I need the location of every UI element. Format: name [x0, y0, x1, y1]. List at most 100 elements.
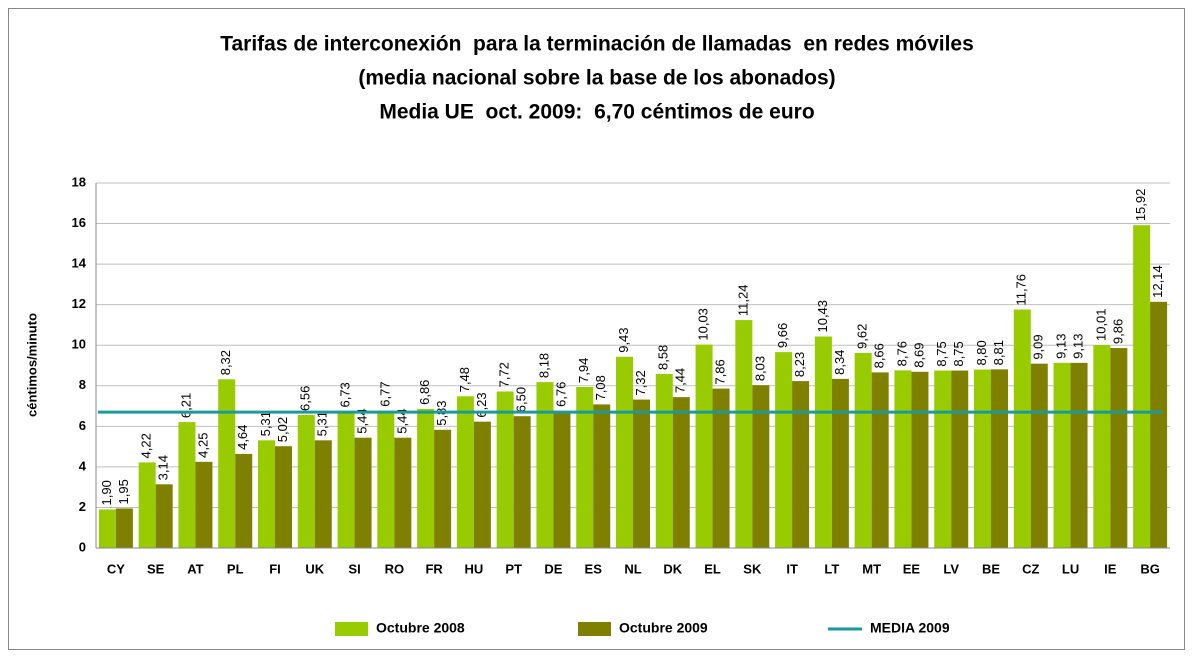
bar: [1013, 309, 1031, 548]
x-tick-label: CY: [107, 561, 125, 576]
legend-label: Octubre 2008: [376, 620, 465, 636]
value-label: 8,81: [991, 340, 1006, 365]
value-label: 8,03: [752, 356, 767, 381]
x-tick-label: LU: [1062, 561, 1079, 576]
bar: [513, 416, 531, 548]
x-tick-label: EE: [903, 561, 921, 576]
value-label: 5,44: [394, 408, 409, 433]
y-tick-label: 10: [72, 337, 86, 352]
bar: [434, 429, 452, 548]
bar: [593, 404, 611, 548]
legend-label: MEDIA 2009: [870, 620, 950, 636]
value-label: 10,43: [815, 300, 830, 333]
bar: [138, 462, 156, 548]
bar: [297, 414, 315, 548]
bar: [337, 411, 355, 548]
bar: [456, 396, 474, 548]
value-label: 7,08: [593, 375, 608, 400]
y-tick-label: 14: [72, 256, 87, 271]
value-label: 7,32: [633, 370, 648, 395]
bar: [911, 371, 929, 548]
x-tick-label: SK: [743, 561, 762, 576]
y-tick-label: 6: [79, 418, 86, 433]
bar: [576, 386, 594, 548]
value-label: 9,86: [1110, 319, 1125, 344]
bar: [991, 369, 1008, 548]
x-tick-label: FI: [269, 561, 281, 576]
value-label: 10,03: [695, 308, 710, 341]
x-tick-label: PT: [505, 561, 522, 576]
bar: [178, 422, 196, 548]
x-tick-label: DK: [663, 561, 682, 576]
bar: [1030, 363, 1048, 548]
bar: [1110, 348, 1128, 548]
chart-subtitle: Media UE oct. 2009: 6,70 céntimos de eur…: [379, 101, 814, 124]
value-label: 6,23: [474, 392, 489, 417]
value-label: 4,64: [235, 425, 250, 450]
value-label: 8,80: [974, 340, 989, 365]
value-label: 5,02: [275, 417, 290, 442]
x-tick-label: IE: [1104, 561, 1117, 576]
x-tick-label: LT: [824, 561, 839, 576]
value-label: 8,58: [656, 345, 671, 370]
y-axis-label: céntimos/minuto: [24, 313, 39, 417]
x-tick-label: LV: [943, 561, 959, 576]
bar: [831, 378, 849, 548]
value-label: 8,75: [934, 341, 949, 366]
value-label: 9,62: [855, 324, 870, 349]
bar: [655, 374, 673, 548]
bar: [473, 421, 491, 548]
bar: [354, 437, 372, 548]
bar: [735, 320, 753, 548]
x-tick-label: FR: [425, 561, 443, 576]
bar: [314, 440, 332, 548]
legend-swatch: [578, 622, 611, 636]
bar: [115, 508, 133, 548]
bar: [98, 509, 116, 548]
x-tick-label: IT: [786, 561, 798, 576]
bar: [792, 381, 810, 548]
bar: [814, 336, 832, 548]
value-label: 9,13: [1070, 334, 1085, 359]
y-tick-label: 4: [79, 458, 87, 473]
value-label: 7,86: [712, 359, 727, 384]
value-label: 8,23: [792, 352, 807, 377]
value-label: 6,77: [377, 381, 392, 406]
x-tick-label: ES: [585, 561, 603, 576]
value-label: 1,90: [99, 480, 114, 505]
value-label: 6,86: [417, 380, 432, 405]
chart-subtitle: (media nacional sobre la base de los abo…: [358, 67, 835, 90]
x-tick-label: BG: [1140, 561, 1160, 576]
bar: [536, 382, 554, 548]
value-label: 8,66: [872, 343, 887, 368]
value-label: 6,21: [178, 393, 193, 418]
value-label: 7,44: [673, 368, 688, 393]
x-tick-label: UK: [305, 561, 324, 576]
y-tick-label: 18: [72, 174, 86, 189]
value-label: 12,14: [1150, 265, 1165, 298]
value-label: 11,76: [1014, 274, 1029, 306]
value-label: 6,56: [298, 386, 313, 411]
bar: [377, 410, 395, 548]
x-tick-label: NL: [624, 561, 641, 576]
bar: [633, 399, 650, 548]
bar: [752, 385, 770, 548]
bar: [235, 453, 253, 548]
y-tick-label: 16: [72, 215, 86, 230]
value-label: 6,73: [337, 382, 352, 407]
bar: [417, 408, 435, 548]
bar: [871, 372, 889, 548]
value-label: 6,50: [514, 387, 529, 412]
value-label: 5,31: [258, 411, 273, 436]
bar: [1150, 301, 1168, 548]
bar: [712, 388, 730, 548]
value-label: 8,76: [894, 341, 909, 366]
bar: [974, 369, 991, 548]
bar: [195, 461, 213, 548]
bar: [894, 370, 912, 548]
bar: [1093, 345, 1111, 548]
x-tick-label: CZ: [1022, 561, 1039, 576]
x-tick-label: SI: [348, 561, 360, 576]
bar: [275, 446, 292, 548]
x-tick-label: HU: [464, 561, 483, 576]
